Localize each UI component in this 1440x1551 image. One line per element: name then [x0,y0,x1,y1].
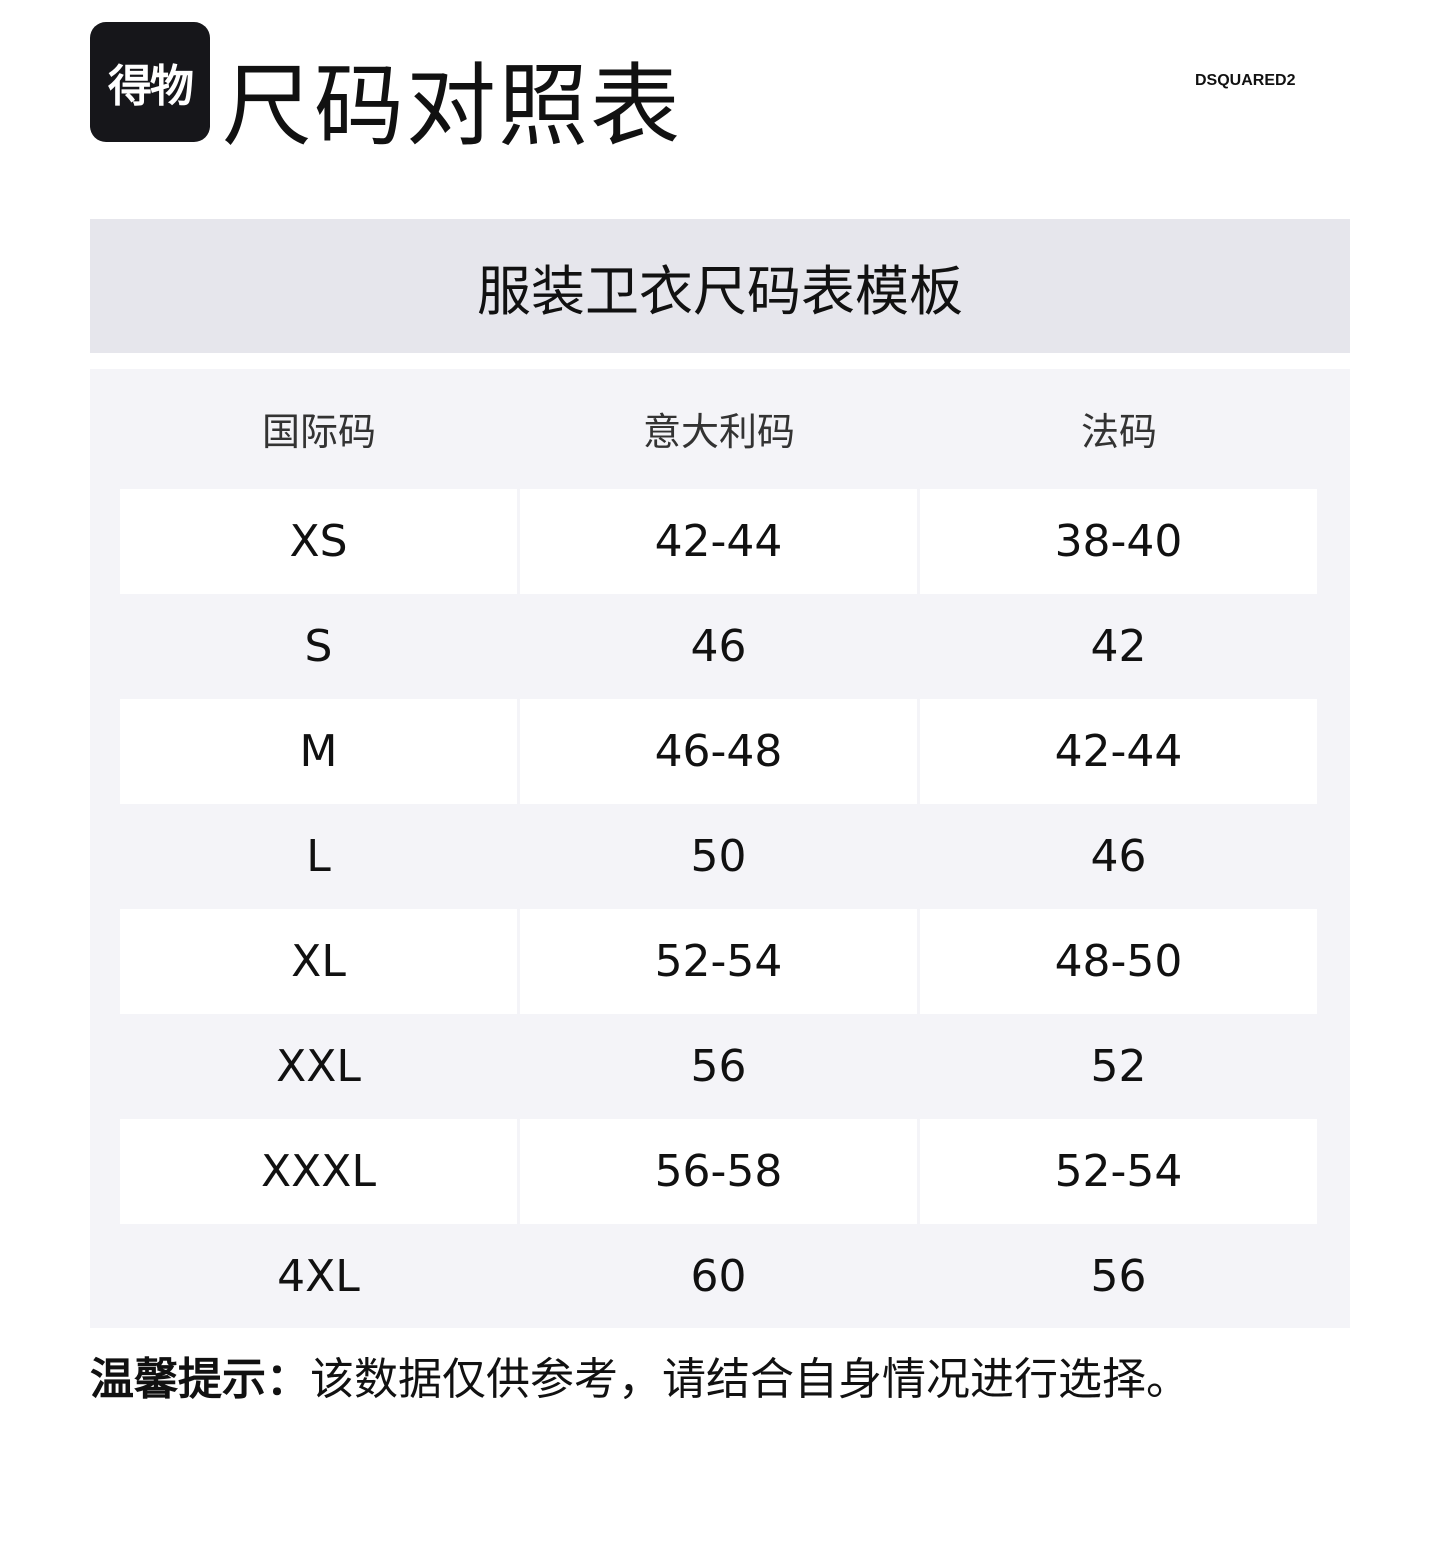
table-row: M 46-48 42-44 [120,699,1317,804]
table-cell: 46-48 [520,699,917,804]
table-cell: 42-44 [920,699,1317,804]
table-cell: 48-50 [920,909,1317,1014]
table-row: XXL 56 52 [120,1014,1317,1119]
table-cell: XS [120,489,517,594]
dewu-logo: 得物 [90,22,210,142]
table-header: 国际码 意大利码 法码 [90,369,1350,489]
table-cell: 4XL [277,1251,360,1302]
table-cell: L [306,831,331,882]
table-cell: 38-40 [920,489,1317,594]
table-cell: 56 [690,1041,747,1092]
column-header: 意大利码 [642,410,795,454]
table-row: XS 42-44 38-40 [120,489,1317,594]
table-cell: 42-44 [520,489,917,594]
table-cell: 50 [690,831,747,882]
page-title: 尺码对照表 [222,54,682,159]
column-header: 法码 [1080,410,1157,454]
table-cell: 52-54 [520,909,917,1014]
table-row: XL 52-54 48-50 [120,909,1317,1014]
table-cell: 60 [690,1251,747,1302]
footer-text: 该数据仅供参考，请结合自身情况进行选择。 [310,1354,1190,1405]
brand-logo: DSQUARED2 [1195,72,1296,89]
table-row: 4XL 60 56 [120,1224,1317,1329]
footer-note: 温馨提示：该数据仅供参考，请结合自身情况进行选择。 [90,1350,1190,1410]
table-cell: 42 [1090,621,1147,672]
table-row: XXXL 56-58 52-54 [120,1119,1317,1224]
table-cell: 52-54 [920,1119,1317,1224]
table-cell: S [304,621,333,672]
table-cell: 56 [1090,1251,1147,1302]
table-cell: XL [120,909,517,1014]
table-row: L 50 46 [120,804,1317,909]
size-table: 国际码 意大利码 法码 XS 42-44 38-40 S 46 42 M 46-48 42-44… [90,369,1350,1328]
table-cell: 46 [690,621,747,672]
table-row: S 46 42 [120,594,1317,699]
table-cell: M [120,699,517,804]
table-cell: 56-58 [520,1119,917,1224]
table-title-banner: 服装卫衣尺码表模板 [90,219,1350,353]
footer-label: 温馨提示： [90,1354,310,1405]
table-cell: XXXL [120,1119,517,1224]
table-cell: XXL [276,1041,361,1092]
table-cell: 46 [1090,831,1147,882]
column-header: 国际码 [261,410,376,454]
table-cell: 52 [1090,1041,1147,1092]
